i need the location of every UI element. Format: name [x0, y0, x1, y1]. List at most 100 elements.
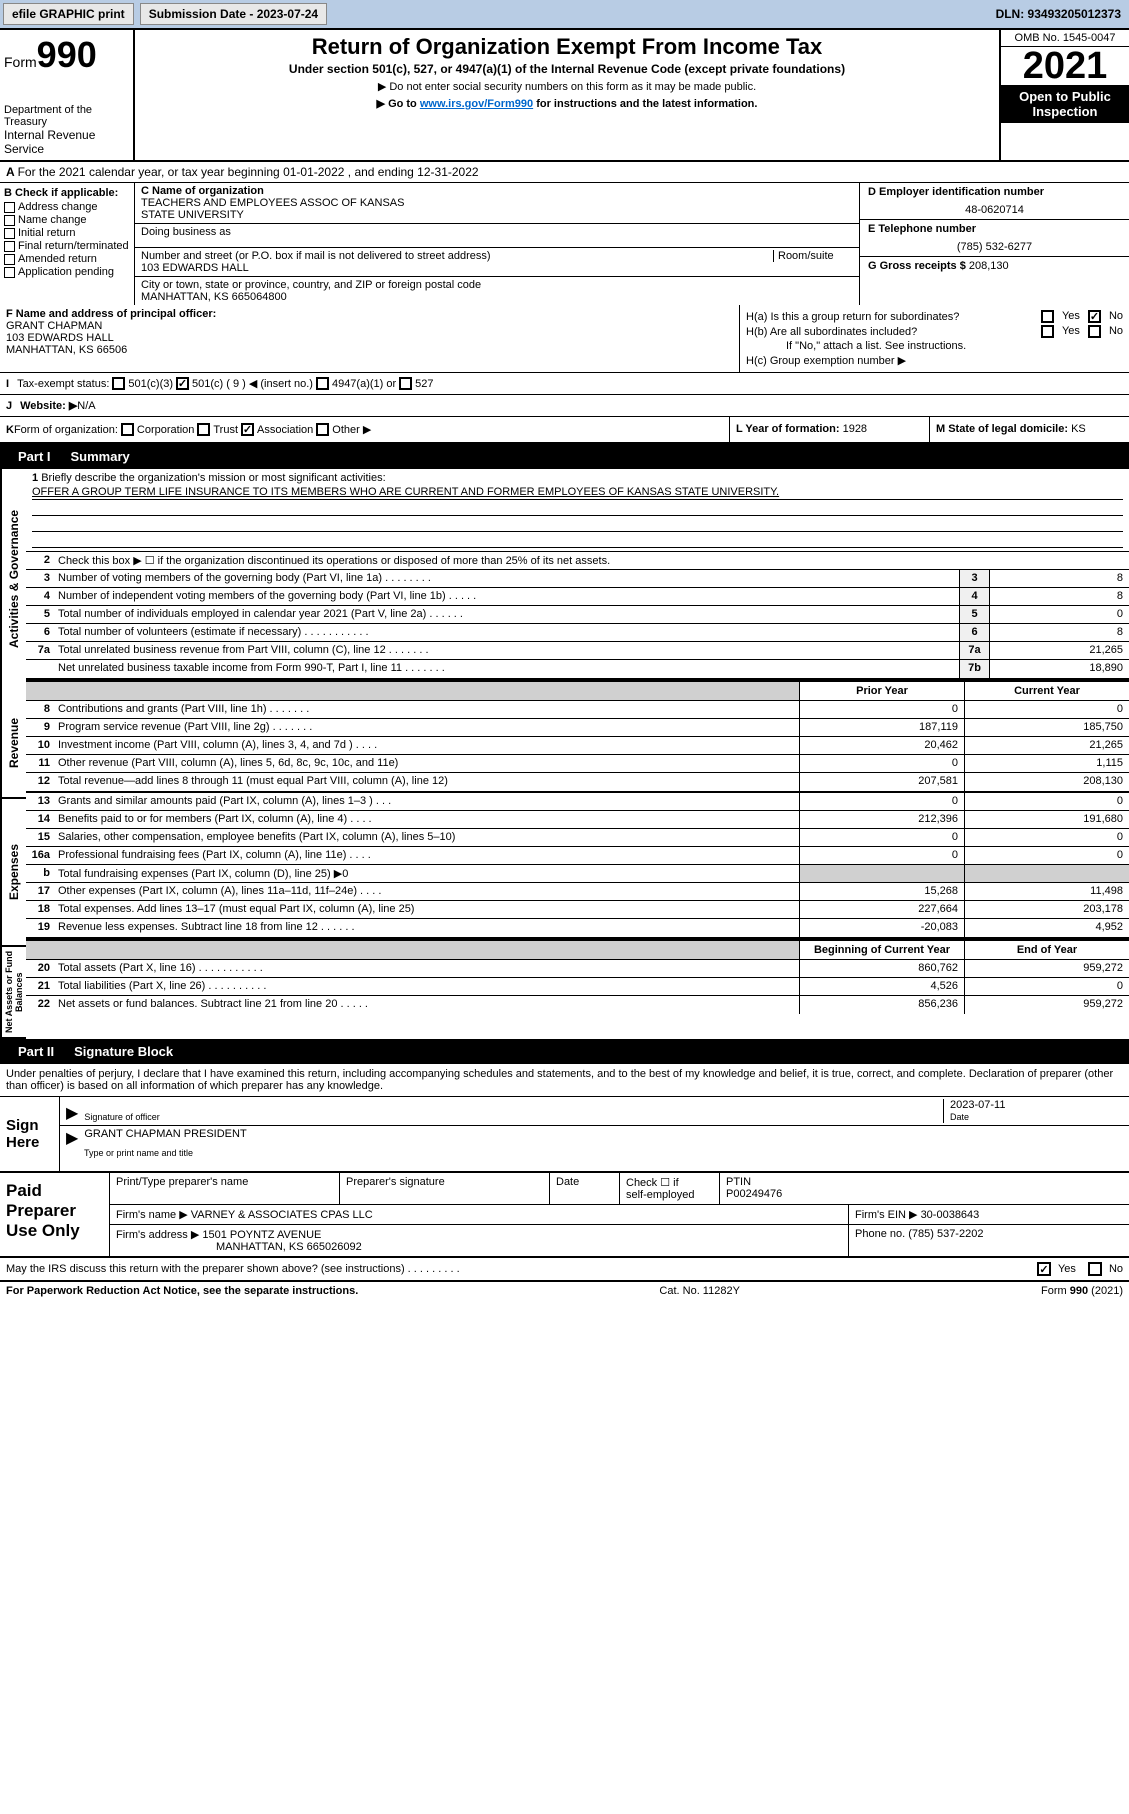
form-of-org: K Form of organization: Corporation Trus… [0, 417, 729, 442]
row-5: 5Total number of individuals employed in… [26, 606, 1129, 624]
city-row: City or town, state or province, country… [135, 277, 859, 305]
chk-app-pending[interactable]: Application pending [4, 266, 130, 278]
form-ref: Form 990 (2021) [1041, 1285, 1123, 1297]
firm-name: VARNEY & ASSOCIATES CPAS LLC [191, 1209, 373, 1221]
gross-receipts-value: 208,130 [969, 260, 1009, 272]
row-4: 4Number of independent voting members of… [26, 588, 1129, 606]
begin-end-header: Beginning of Current Year End of Year [26, 939, 1129, 960]
chk-trust[interactable] [197, 423, 210, 436]
chk-corp[interactable] [121, 423, 134, 436]
website-value: N/A [77, 400, 95, 412]
org-address: 103 EDWARDS HALL [141, 262, 853, 274]
chk-assoc[interactable]: ✓ [241, 423, 254, 436]
arrow-icon: ▶ [66, 1128, 78, 1148]
page-footer: For Paperwork Reduction Act Notice, see … [0, 1282, 1129, 1300]
row-13: 13Grants and similar amounts paid (Part … [26, 793, 1129, 811]
chk-final-return[interactable]: Final return/terminated [4, 240, 130, 252]
form-subtitle: Under section 501(c), 527, or 4947(a)(1)… [139, 62, 995, 76]
officer-addr: 103 EDWARDS HALL [6, 332, 733, 344]
dept-treasury: Department of the Treasury [4, 104, 129, 128]
irs-link[interactable]: www.irs.gov/Form990 [420, 98, 533, 110]
hb-no[interactable] [1088, 325, 1101, 338]
cat-no: Cat. No. 11282Y [659, 1285, 740, 1297]
ein-value: 48-0620714 [868, 204, 1121, 216]
chk-other[interactable] [316, 423, 329, 436]
row-15: 15Salaries, other compensation, employee… [26, 829, 1129, 847]
org-name-1: TEACHERS AND EMPLOYEES ASSOC OF KANSAS [141, 197, 853, 209]
section-a-tax-year: A For the 2021 calendar year, or tax yea… [0, 162, 1129, 183]
net-assets-section: 20Total assets (Part X, line 16) . . . .… [26, 960, 1129, 1014]
irs-label: Internal Revenue Service [4, 128, 129, 156]
principal-officer: F Name and address of principal officer:… [0, 305, 739, 372]
firm-addr-2: MANHATTAN, KS 665026092 [216, 1241, 362, 1253]
hb-yes[interactable] [1041, 325, 1054, 338]
tax-year: 2021 [1001, 47, 1129, 85]
tab-net-assets: Net Assets or Fund Balances [0, 947, 26, 1039]
part-i-header: Part I Summary [0, 444, 1129, 469]
discuss-yes[interactable]: ✓ [1037, 1262, 1051, 1276]
row-19: 19Revenue less expenses. Subtract line 1… [26, 919, 1129, 937]
tab-governance: Activities & Governance [0, 469, 26, 689]
row-3: 3Number of voting members of the governi… [26, 570, 1129, 588]
chk-initial-return[interactable]: Initial return [4, 227, 130, 239]
firm-addr-row: Firm's address ▶ 1501 POYNTZ AVENUEMANHA… [110, 1225, 1129, 1256]
chk-address-change[interactable]: Address change [4, 201, 130, 213]
governance-section: 2Check this box ▶ ☐ if the organization … [26, 552, 1129, 680]
year-formation: L Year of formation: 1928 [729, 417, 929, 442]
address-row: Number and street (or P.O. box if mail i… [135, 248, 859, 277]
section-h: H(a) Is this a group return for subordin… [739, 305, 1129, 372]
efile-button[interactable]: efile GRAPHIC print [3, 3, 134, 25]
org-name-row: C Name of organization TEACHERS AND EMPL… [135, 183, 859, 224]
column-d-ein: D Employer identification number 48-0620… [859, 183, 1129, 305]
sig-date: 2023-07-11 [950, 1099, 1005, 1111]
legal-domicile: M State of legal domicile: KS [929, 417, 1129, 442]
row-16b: bTotal fundraising expenses (Part IX, co… [26, 865, 1129, 883]
firm-ein: 30-0038643 [921, 1209, 980, 1221]
row-j-website: J Website: ▶ N/A [0, 395, 1129, 417]
mission-text: OFFER A GROUP TERM LIFE INSURANCE TO ITS… [32, 486, 1123, 500]
discuss-no[interactable] [1088, 1262, 1102, 1276]
officer-city: MANHATTAN, KS 66506 [6, 344, 733, 356]
paid-preparer-row: Paid Preparer Use Only Print/Type prepar… [0, 1173, 1129, 1258]
ptin-value: P00249476 [726, 1188, 782, 1200]
part-ii-header: Part II Signature Block [0, 1039, 1129, 1064]
ha-yes[interactable] [1041, 310, 1054, 323]
h-b-subordinates: H(b) Are all subordinates included? Yes … [746, 325, 1123, 338]
year-block: OMB No. 1545-0047 2021 Open to Public In… [999, 30, 1129, 160]
form-title-block: Return of Organization Exempt From Incom… [135, 30, 999, 160]
chk-501c3[interactable] [112, 377, 125, 390]
org-city: MANHATTAN, KS 665064800 [141, 291, 853, 303]
row-11: 11Other revenue (Part VIII, column (A), … [26, 755, 1129, 773]
form-number: 990 [37, 34, 97, 75]
officer-name-line: ▶GRANT CHAPMAN PRESIDENT Type or print n… [60, 1126, 1129, 1160]
row-20: 20Total assets (Part X, line 16) . . . .… [26, 960, 1129, 978]
column-b-checkboxes: B Check if applicable: Address change Na… [0, 183, 135, 305]
prior-current-header: Prior Year Current Year [26, 680, 1129, 701]
summary-body: Activities & Governance Revenue Expenses… [0, 469, 1129, 1039]
ein-row: D Employer identification number 48-0620… [860, 183, 1129, 220]
chk-name-change[interactable]: Name change [4, 214, 130, 226]
chk-4947[interactable] [316, 377, 329, 390]
section-bcd: B Check if applicable: Address change Na… [0, 183, 1129, 305]
revenue-section: 8Contributions and grants (Part VIII, li… [26, 701, 1129, 793]
column-c-org-info: C Name of organization TEACHERS AND EMPL… [135, 183, 859, 305]
officer-name: GRANT CHAPMAN [6, 320, 733, 332]
submission-date: Submission Date - 2023-07-24 [140, 3, 327, 25]
arrow-icon: ▶ [66, 1103, 78, 1123]
row-9: 9Program service revenue (Part VIII, lin… [26, 719, 1129, 737]
row-12: 12Total revenue—add lines 8 through 11 (… [26, 773, 1129, 791]
chk-501c[interactable]: ✓ [176, 377, 189, 390]
h-c-exemption: H(c) Group exemption number ▶ [746, 354, 1123, 367]
row-k: K Form of organization: Corporation Trus… [0, 417, 1129, 444]
dba-row: Doing business as [135, 224, 859, 248]
row-16a: 16aProfessional fundraising fees (Part I… [26, 847, 1129, 865]
chk-amended-return[interactable]: Amended return [4, 253, 130, 265]
discuss-with-preparer: May the IRS discuss this return with the… [0, 1258, 1129, 1282]
chk-527[interactable] [399, 377, 412, 390]
ha-no[interactable]: ✓ [1088, 310, 1101, 323]
row-7a: 7aTotal unrelated business revenue from … [26, 642, 1129, 660]
gross-receipts-row: G Gross receipts $ 208,130 [860, 257, 1129, 275]
ssn-note: ▶ Do not enter social security numbers o… [139, 80, 995, 93]
row-10: 10Investment income (Part VIII, column (… [26, 737, 1129, 755]
row-8: 8Contributions and grants (Part VIII, li… [26, 701, 1129, 719]
